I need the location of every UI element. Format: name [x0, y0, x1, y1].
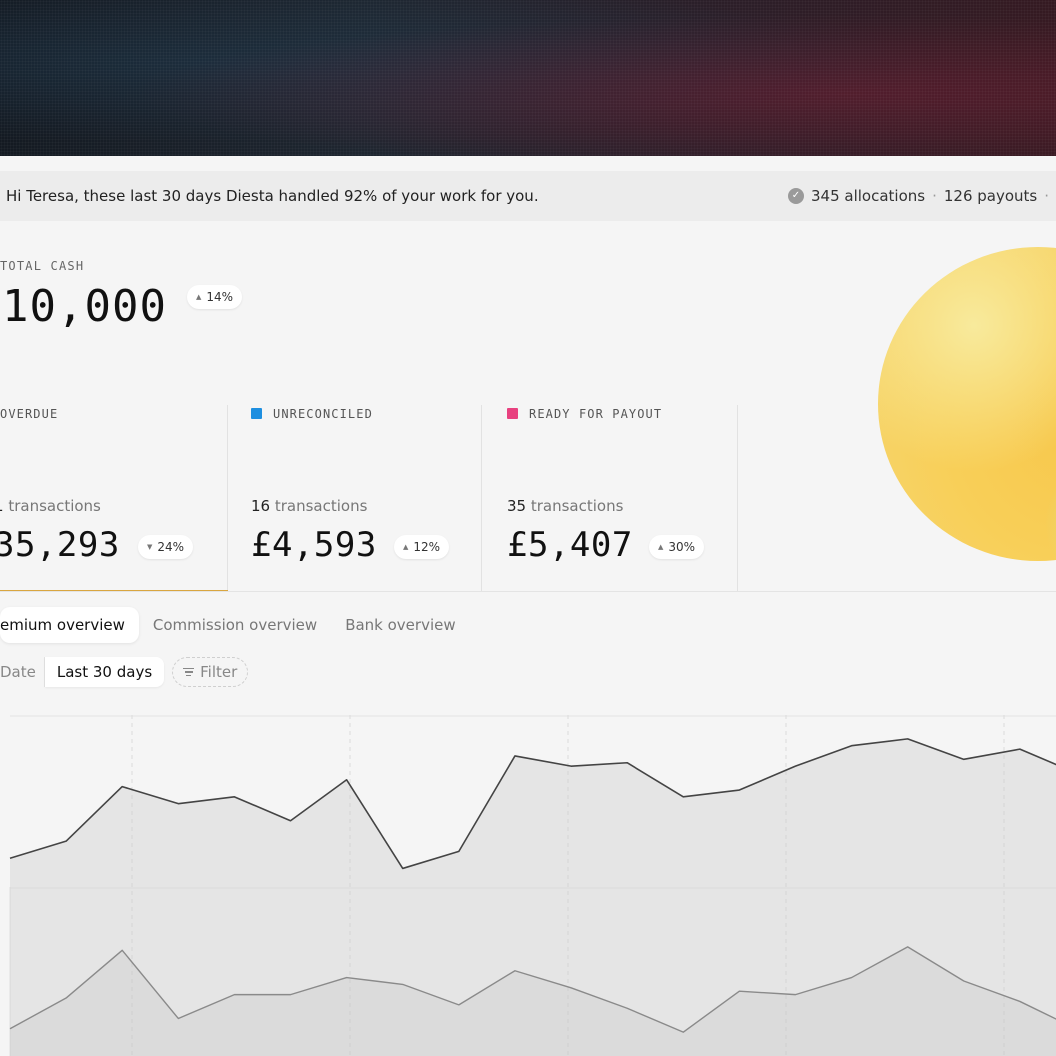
card-overdue[interactable]: OVERDUE 1 transactions 35,293 ▼ 24% — [0, 403, 226, 591]
stat-payouts: 126 payouts — [943, 187, 1038, 205]
overview-tabs: emium overview Commission overview Bank … — [0, 607, 470, 643]
tab-commission-overview[interactable]: Commission overview — [152, 616, 318, 634]
decorative-orb — [878, 247, 1056, 561]
greeting-bar: Hi Teresa, these last 30 days Diesta han… — [0, 171, 1056, 221]
up-triangle-icon: ▲ — [196, 293, 202, 301]
hero-background — [0, 0, 1056, 156]
card-ready-for-payout-change-badge: ▲ 30% — [649, 535, 705, 559]
chart-svg — [9, 715, 1056, 1056]
down-triangle-icon: ▼ — [147, 543, 153, 551]
stat-separator: · — [932, 187, 937, 205]
card-unreconciled[interactable]: UNRECONCILED 16 transactions £4,593 ▲ 12… — [251, 403, 481, 591]
tab-premium-overview[interactable]: emium overview — [0, 607, 139, 643]
card-ready-for-payout-change: 30% — [668, 540, 696, 554]
total-cash-value: 10,000 — [2, 281, 167, 332]
card-ready-for-payout-count: 35 transactions — [507, 497, 624, 515]
card-ready-for-payout-value: £5,407 — [507, 525, 633, 565]
date-filter-label[interactable]: Date — [0, 657, 45, 687]
chart-series-area-1 — [10, 738, 1056, 1056]
filter-button[interactable]: Filter — [172, 657, 249, 687]
up-triangle-icon: ▲ — [403, 543, 409, 551]
card-unreconciled-value: £4,593 — [251, 525, 377, 565]
filter-icon — [183, 667, 195, 677]
card-divider — [227, 405, 228, 591]
ready-for-payout-color-swatch — [507, 408, 518, 419]
total-cash-label: TOTAL CASH — [0, 259, 85, 273]
stat-separator: · — [1044, 187, 1050, 205]
cards-divider — [0, 591, 1056, 592]
greeting-message: Hi Teresa, these last 30 days Diesta han… — [6, 187, 539, 205]
card-overdue-value: 35,293 — [0, 525, 120, 565]
card-divider — [481, 405, 482, 591]
card-overdue-change-badge: ▼ 24% — [138, 535, 194, 559]
chart-series-line-2 — [9, 946, 1056, 1033]
filter-button-label: Filter — [200, 663, 238, 681]
card-overdue-count: 1 transactions — [0, 497, 101, 515]
card-overdue-change: 24% — [157, 540, 185, 554]
total-cash-change-badge: ▲ 14% — [187, 285, 243, 309]
card-overdue-label: OVERDUE — [0, 407, 59, 421]
check-circle-icon: ✓ — [788, 188, 804, 204]
card-unreconciled-change-badge: ▲ 12% — [394, 535, 450, 559]
date-range-select[interactable]: Last 30 days — [44, 657, 165, 687]
card-ready-for-payout[interactable]: READY FOR PAYOUT 35 transactions £5,407 … — [507, 403, 737, 591]
card-unreconciled-count: 16 transactions — [251, 497, 368, 515]
card-ready-for-payout-label: READY FOR PAYOUT — [529, 407, 663, 421]
automation-stats: ✓ 345 allocations · 126 payouts · 27 — [788, 171, 1056, 221]
chart-series-area-2 — [10, 946, 1056, 1056]
total-cash-change: 14% — [206, 290, 234, 304]
card-unreconciled-label: UNRECONCILED — [273, 407, 373, 421]
chart-series-line-1 — [9, 738, 1056, 870]
card-divider — [737, 405, 738, 591]
dashboard-window: Hi Teresa, these last 30 days Diesta han… — [0, 157, 1056, 1056]
tab-bank-overview[interactable]: Bank overview — [345, 616, 456, 634]
premium-chart — [0, 715, 1056, 1056]
card-unreconciled-change: 12% — [413, 540, 441, 554]
stat-allocations: 345 allocations — [811, 187, 926, 205]
chart-filters: Date Last 30 days Filter — [0, 657, 249, 687]
unreconciled-color-swatch — [251, 408, 262, 419]
up-triangle-icon: ▲ — [658, 543, 664, 551]
